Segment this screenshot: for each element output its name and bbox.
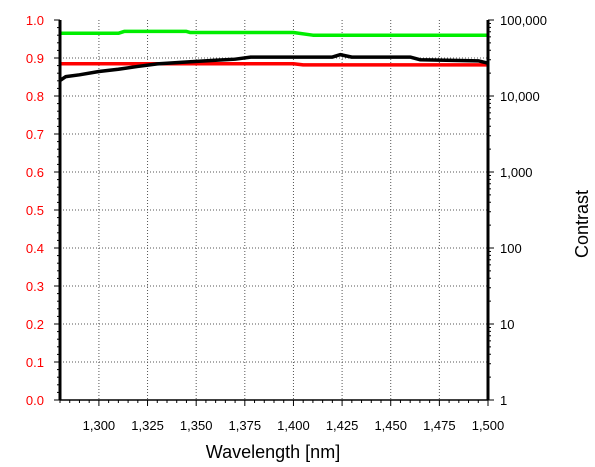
y-right-tick-label: 1	[500, 393, 507, 408]
y-left-tick-label: 0.8	[26, 89, 44, 104]
y-left-tick-label: 0.0	[26, 393, 44, 408]
x-tick-label: 1,400	[277, 418, 310, 433]
y-right-tick-label: 10,000	[500, 89, 540, 104]
x-tick-label: 1,425	[326, 418, 359, 433]
x-tick-label: 1,375	[229, 418, 262, 433]
x-tick-label: 1,475	[423, 418, 456, 433]
y-left-tick-label: 0.7	[26, 127, 44, 142]
y-left-tick-label: 0.2	[26, 317, 44, 332]
x-tick-label: 1,300	[83, 418, 116, 433]
series-line	[60, 29, 488, 37]
right-axis-title: Contrast	[572, 190, 592, 258]
y-left-tick-label: 0.3	[26, 279, 44, 294]
x-axis-title: Wavelength [nm]	[206, 442, 340, 462]
x-tick-label: 1,500	[472, 418, 505, 433]
x-tick-label: 1,350	[180, 418, 213, 433]
series-lines	[59, 29, 489, 82]
y-left-tick-label: 0.6	[26, 165, 44, 180]
x-tick-label: 1,450	[374, 418, 407, 433]
y-right-tick-label: 100,000	[500, 13, 547, 28]
series-line	[59, 52, 489, 82]
x-minor-ticks	[59, 400, 489, 406]
y-left-tick-label: 0.1	[26, 355, 44, 370]
y-left-tick-label: 0.9	[26, 51, 44, 66]
tick-labels: 1,300 1,325 1,350 1,375 1,400 1,425 1,450 1,475…	[26, 13, 547, 433]
grid	[60, 20, 489, 400]
x-tick-label: 1,325	[131, 418, 164, 433]
y-right-tick-label: 1,000	[500, 165, 533, 180]
y-right-tick-label: 10	[500, 317, 514, 332]
y-right-tick-label: 100	[500, 241, 522, 256]
y-left-tick-label: 0.5	[26, 203, 44, 218]
axes	[58, 20, 490, 401]
y-left-tick-label: 1.0	[26, 13, 44, 28]
y-left-tick-label: 0.4	[26, 241, 44, 256]
series-line	[60, 61, 488, 67]
